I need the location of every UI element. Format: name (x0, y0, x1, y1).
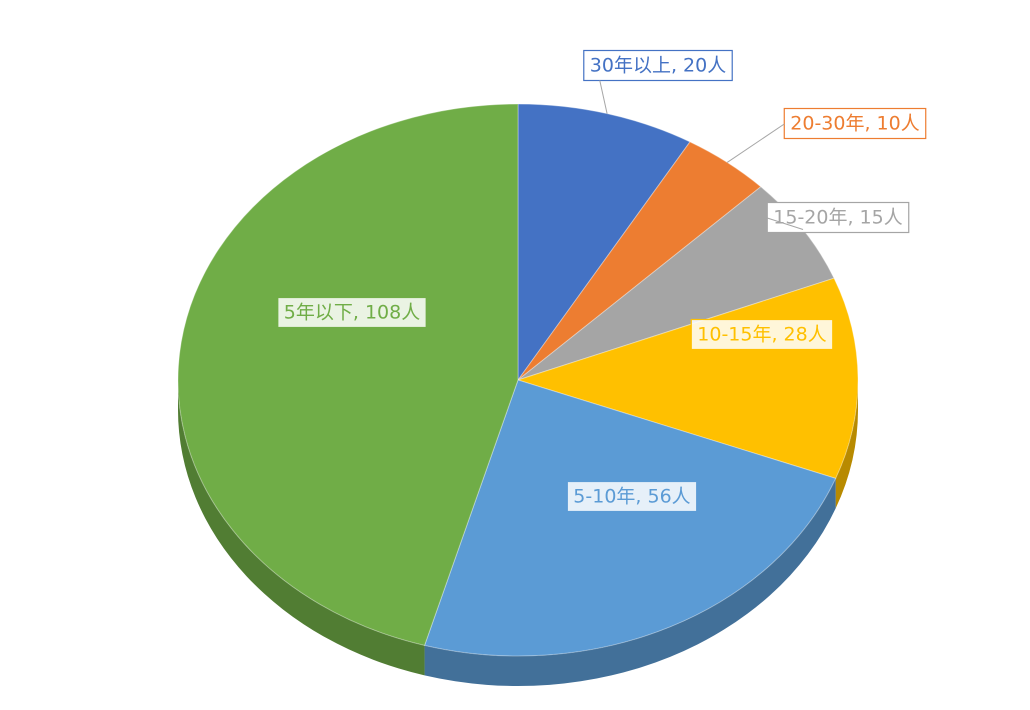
data-label-box (583, 49, 733, 82)
data-label-text: 20-30年, 10人 (790, 113, 919, 135)
data-label: 5-10年, 56人 (566, 480, 698, 513)
slice (517, 103, 691, 382)
slice-side (424, 478, 836, 686)
data-label-box (690, 318, 834, 351)
data-label-text: 5年以下, 108人 (284, 302, 420, 324)
data-label: 5年以下, 108人 (277, 296, 427, 329)
data-label-box (566, 480, 698, 513)
data-label-box (783, 107, 927, 140)
data-label-box (277, 296, 427, 329)
data-label: 15-20年, 15人 (766, 201, 910, 234)
data-label-text: 30年以上, 20人 (590, 55, 726, 77)
leader-line (767, 217, 804, 231)
data-label-text: 5-10年, 56人 (573, 486, 690, 508)
leader-line (726, 123, 785, 163)
data-label: 30年以上, 20人 (583, 49, 733, 82)
data-label: 10-15年, 28人 (690, 318, 834, 351)
slice (423, 379, 837, 657)
slice (177, 103, 519, 646)
slice-side (178, 380, 425, 676)
slice-side (835, 380, 858, 509)
leader-line (599, 80, 608, 114)
data-label: 20-30年, 10人 (783, 107, 927, 140)
data-label-text: 15-20年, 15人 (773, 207, 902, 229)
data-label-box (766, 201, 910, 234)
data-label-text: 10-15年, 28人 (697, 324, 826, 346)
